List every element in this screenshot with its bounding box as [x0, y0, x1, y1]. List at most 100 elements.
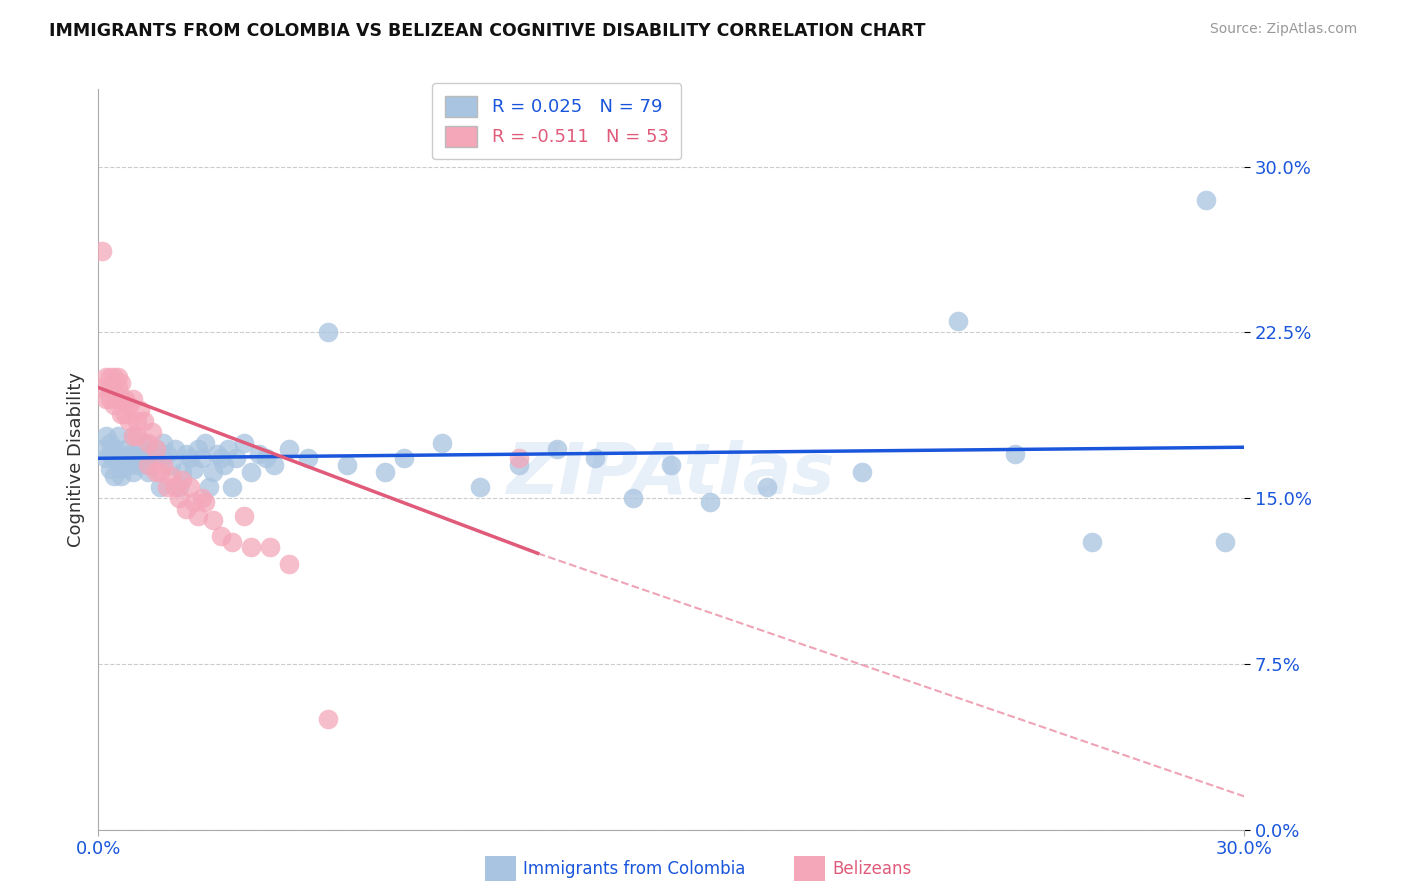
Point	[114, 392, 136, 406]
Point	[118, 414, 141, 428]
Point	[163, 480, 186, 494]
Point	[194, 495, 217, 509]
Point	[121, 392, 143, 406]
Point	[121, 465, 143, 479]
Point	[107, 458, 129, 472]
Point	[110, 376, 132, 391]
Point	[583, 451, 606, 466]
Point	[110, 407, 132, 421]
Point	[1213, 535, 1236, 549]
Point	[179, 480, 201, 494]
Point	[136, 458, 159, 472]
Point	[125, 451, 148, 466]
Point	[125, 414, 148, 428]
Point	[183, 495, 205, 509]
Point	[278, 442, 301, 457]
Point	[107, 447, 129, 461]
Point	[232, 508, 254, 523]
Point	[851, 465, 873, 479]
Point	[259, 540, 281, 554]
Point	[152, 435, 174, 450]
Point	[205, 447, 228, 461]
Point	[148, 465, 170, 479]
Point	[125, 429, 148, 443]
Point	[198, 480, 221, 494]
Point	[316, 712, 339, 726]
Point	[1195, 193, 1218, 207]
Legend: R = 0.025   N = 79, R = -0.511   N = 53: R = 0.025 N = 79, R = -0.511 N = 53	[432, 84, 682, 160]
Point	[110, 462, 132, 476]
Point	[316, 326, 339, 340]
Point	[152, 451, 174, 466]
Point	[221, 535, 243, 549]
Text: Source: ZipAtlas.com: Source: ZipAtlas.com	[1209, 22, 1357, 37]
Point	[91, 442, 114, 457]
Point	[98, 447, 121, 461]
Point	[172, 465, 194, 479]
Point	[187, 442, 209, 457]
Point	[263, 458, 285, 472]
Point	[94, 392, 117, 406]
Point	[430, 435, 453, 450]
Point	[225, 451, 247, 466]
Point	[156, 480, 179, 494]
Point	[278, 558, 301, 572]
Point	[103, 384, 125, 399]
Point	[202, 465, 225, 479]
Point	[136, 458, 159, 472]
Point	[1004, 447, 1026, 461]
Point	[174, 447, 197, 461]
Point	[134, 451, 156, 466]
Point	[179, 451, 201, 466]
Point	[103, 442, 125, 457]
Point	[145, 442, 167, 457]
Point	[187, 508, 209, 523]
Point	[129, 402, 152, 417]
Point	[114, 407, 136, 421]
Point	[107, 369, 129, 384]
Point	[256, 451, 278, 466]
Point	[118, 458, 141, 472]
Point	[103, 398, 125, 412]
Point	[98, 392, 121, 406]
Point	[107, 380, 129, 394]
Point	[98, 369, 121, 384]
Point	[125, 458, 148, 472]
Point	[755, 480, 778, 494]
Point	[114, 442, 136, 457]
Point	[336, 458, 359, 472]
Point	[110, 392, 132, 406]
Point	[1080, 535, 1102, 549]
Point	[163, 442, 186, 457]
Point	[141, 425, 163, 439]
Point	[190, 491, 212, 505]
Point	[209, 528, 232, 542]
Point	[247, 447, 270, 461]
Point	[174, 502, 197, 516]
Point	[129, 442, 152, 457]
Point	[134, 435, 156, 450]
Point	[156, 447, 179, 461]
Text: ZIPAtlas: ZIPAtlas	[508, 440, 835, 508]
Point	[103, 469, 125, 483]
Text: Belizeans: Belizeans	[832, 860, 911, 878]
Point	[217, 442, 239, 457]
Point	[145, 442, 167, 457]
Point	[392, 451, 415, 466]
Point	[232, 435, 254, 450]
Point	[221, 480, 243, 494]
Point	[470, 480, 492, 494]
Point	[167, 480, 190, 494]
Point	[121, 429, 143, 443]
Point	[508, 451, 530, 466]
Point	[699, 495, 721, 509]
Point	[94, 451, 117, 466]
Point	[145, 451, 167, 466]
Point	[98, 435, 121, 450]
Point	[160, 458, 183, 472]
Point	[508, 458, 530, 472]
Point	[214, 458, 236, 472]
Point	[110, 469, 132, 483]
Point	[118, 398, 141, 412]
Point	[141, 447, 163, 461]
